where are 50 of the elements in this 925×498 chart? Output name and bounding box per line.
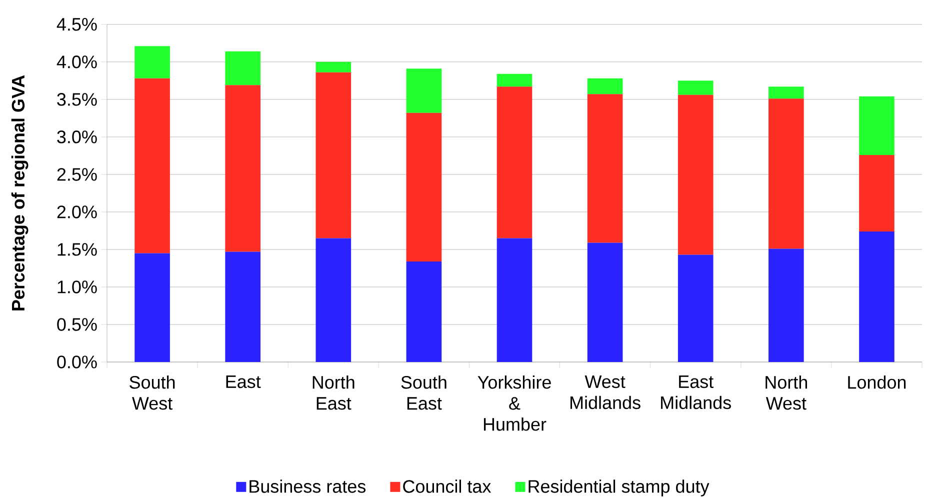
bar xyxy=(134,46,170,78)
x-tick-label: Yorkshire & Humber xyxy=(478,376,551,431)
bar xyxy=(134,78,170,254)
y-tick-label: 2.5% xyxy=(57,168,97,181)
x-tick-label: North East xyxy=(312,376,354,410)
bar xyxy=(587,78,623,94)
x-tick-label: East Midlands xyxy=(661,376,731,410)
y-tick-label: 0.0% xyxy=(57,356,97,368)
bar xyxy=(134,253,170,362)
bar xyxy=(768,86,804,99)
bar xyxy=(859,231,894,362)
y-tick-label: 0.5% xyxy=(57,318,97,331)
x-tick-label: North West xyxy=(766,376,808,410)
bar xyxy=(587,242,623,362)
bar xyxy=(406,112,442,262)
bar xyxy=(316,62,352,72)
bar xyxy=(859,154,894,232)
bar xyxy=(225,252,260,362)
y-tick-label: 1.5% xyxy=(58,243,97,256)
x-tick-label: West Midlands xyxy=(570,376,640,410)
y-tick-label: 1.0% xyxy=(58,280,97,294)
legend-label: Business rates xyxy=(250,480,366,493)
y-axis-title: Percentage of regional GVA xyxy=(11,75,28,310)
bar xyxy=(768,98,804,249)
legend-label: Council tax xyxy=(403,480,492,493)
bar xyxy=(496,238,532,362)
legend-label: Residential stamp duty xyxy=(528,480,710,496)
bar xyxy=(496,86,532,238)
bar xyxy=(678,80,714,95)
bar xyxy=(587,94,623,243)
bar xyxy=(859,96,894,155)
bar xyxy=(768,248,804,362)
x-tick-label: South West xyxy=(130,376,175,410)
x-tick-label: East xyxy=(226,376,261,388)
bar xyxy=(496,74,532,87)
bar xyxy=(225,85,260,252)
y-tick-label: 2.0% xyxy=(57,206,97,218)
x-tick-label: South East xyxy=(401,376,446,410)
y-tick-label: 4.5% xyxy=(56,18,97,31)
bar xyxy=(678,94,714,255)
bar xyxy=(406,68,442,113)
y-tick-label: 4.0% xyxy=(56,56,97,68)
bar xyxy=(678,254,714,362)
y-tick-label: 3.5% xyxy=(57,93,97,106)
bar xyxy=(406,261,442,362)
bar xyxy=(316,238,352,362)
y-tick-label: 3.0% xyxy=(57,130,97,144)
x-tick-label: London xyxy=(848,376,906,389)
bar xyxy=(225,51,260,86)
bar xyxy=(316,72,352,238)
